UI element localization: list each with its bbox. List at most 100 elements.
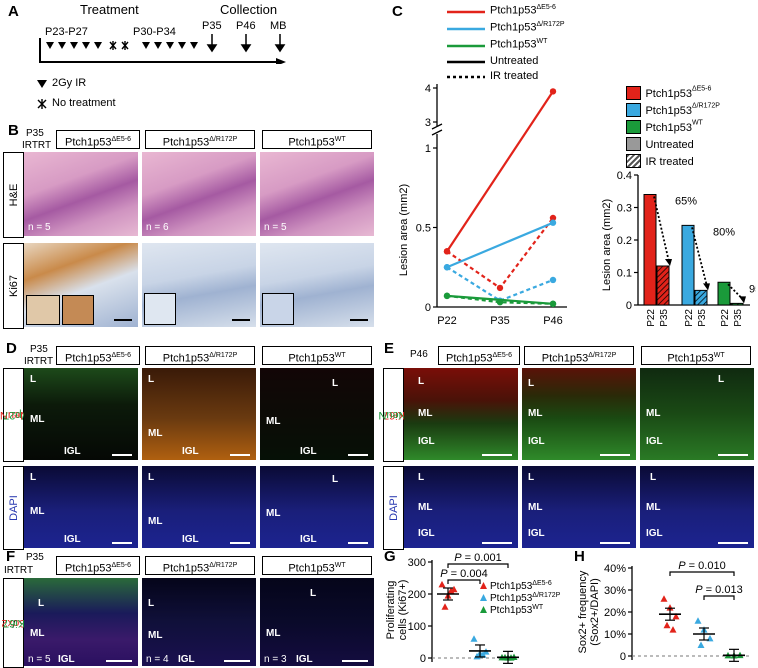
b-ki67-image-wt: [260, 243, 374, 327]
b-ki67-inset-e56: [26, 295, 60, 325]
panel-e-label: E: [384, 340, 395, 357]
f-image-wt: L ML IGL n = 3: [260, 578, 374, 666]
c-legend-ir: IR treated: [490, 70, 539, 82]
g-chart-ytick-label: 100: [408, 621, 426, 633]
h-chart-point-0: [666, 604, 674, 611]
c-bar-xlabel: P22: [684, 309, 695, 327]
h-chart-bracket-1: [703, 595, 735, 600]
b-ki67-inset-r172: [144, 293, 176, 325]
c-legend-untreated: Untreated: [490, 55, 539, 67]
p46-label: P46: [236, 20, 256, 32]
b-timepoint: P35: [26, 128, 44, 139]
c-bar-arrowhead-1: [703, 283, 710, 291]
c-bar-ytick-label: 0.4: [617, 170, 632, 182]
c-line-point: [496, 284, 504, 292]
c-bar-ytick-label: 0.3: [617, 203, 632, 215]
c-bar-xlabel: P22: [646, 309, 657, 327]
c-bar-reduction-0: 65%: [675, 196, 697, 208]
e-dapi-image-wt: L ML IGL: [640, 466, 754, 548]
c-bar-arrow-0: [653, 196, 670, 263]
d-neun-image-e56: L ML IGL: [24, 368, 138, 460]
no-treatment-marks: [109, 41, 129, 50]
b-he-image-e56: n = 5: [24, 152, 138, 236]
g-chart-point-1: [470, 635, 478, 642]
b-col-label-r172: Ptch1p53Δ/R172P: [145, 130, 255, 149]
h-chart-point-0: [660, 595, 668, 602]
d-col-label-wt: Ptch1p53WT: [262, 346, 372, 365]
h-chart-pvalue-1: P = 0.013: [695, 584, 742, 596]
g-chart-bracket-0: [447, 563, 509, 568]
g-chart-ytick-label: 200: [408, 589, 426, 601]
h-chart-ytick-label: 30%: [604, 585, 626, 597]
no-treatment-legend-icon: [37, 99, 47, 109]
h-chart-point-1: [694, 617, 702, 624]
c-bar-2-0: [717, 281, 731, 306]
b-ki67-image-e56: [24, 243, 138, 327]
g-chart-pvalue-0: P = 0.001: [454, 552, 501, 564]
b-col-label-wt: Ptch1p53WT: [262, 130, 372, 149]
e-row-label-ki67: Ki67/NeuN: [378, 368, 409, 462]
panel-b-label: B: [8, 122, 19, 139]
b-row-label-ki67: Ki67: [3, 243, 24, 329]
c-line-point: [496, 299, 504, 306]
c-line-xtick-label: P35: [490, 315, 510, 327]
g-chart-point-0: [447, 587, 455, 594]
panel-c-label: C: [392, 3, 403, 20]
g-legend-label-1: Ptch1p53Δ/R172P: [490, 592, 561, 604]
c-bar-reduction-1: 80%: [713, 226, 735, 238]
c-bar-reduction-2: 95%: [749, 283, 756, 295]
b-ki67-inset-wt: [262, 293, 294, 325]
c-line-ytick-label: 3: [425, 117, 431, 129]
g-legend-marker-0: [480, 582, 487, 589]
g-chart-ylabel-1: cells (Ki67+): [397, 580, 409, 641]
h-chart-point-0: [663, 621, 671, 629]
d-neun-image-r172: L ML IGL: [142, 368, 256, 460]
c-line-series-0: [446, 90, 554, 252]
g-chart-point-0: [438, 580, 446, 588]
collection-arrows: [206, 34, 286, 53]
p23-p27-label: P23-P27: [45, 26, 88, 38]
e-ki67-image-r172: L ML IGL: [522, 368, 636, 460]
b-ki67-image-r172: [142, 243, 256, 327]
d-col-label-e56: Ptch1p53ΔE5-6: [56, 346, 140, 365]
f-col-label-r172: Ptch1p53Δ/R172P: [145, 556, 255, 575]
b-treatment: IRTRT: [22, 140, 52, 151]
e-col-label-e56: Ptch1p53ΔE5-6: [438, 346, 520, 365]
panel-d-label: D: [6, 340, 17, 357]
c-line-ytick-label: 0: [425, 302, 431, 314]
panel-f-label: F: [6, 548, 16, 565]
ir-legend-label: 2Gy IR: [52, 77, 87, 89]
c-line-point: [549, 88, 557, 95]
c-line-axis-break-2: [431, 129, 443, 136]
e-row-label-dapi: DAPI: [383, 466, 404, 550]
c-bar-1-0: [681, 224, 695, 306]
h-chart-ytick-label: 0: [620, 651, 626, 663]
g-legend-label-2: Ptch1p53WT: [490, 604, 544, 616]
g-chart-point-0: [441, 603, 449, 610]
f-row-label: Sox2/Ki67: [1, 578, 26, 668]
d-dapi-image-e56: L ML IGL: [24, 466, 138, 548]
d-dapi-image-r172: L ML IGL: [142, 466, 256, 548]
d-timepoint: P35: [30, 344, 48, 355]
h-chart-pvalue-0: P = 0.010: [678, 560, 725, 572]
c-bar-xlabel: P22: [720, 309, 731, 327]
c-bar-2-1: [730, 302, 744, 306]
mb-label: MB: [270, 20, 287, 32]
c-line-axis-break-1: [431, 123, 443, 130]
treatment-title: Treatment: [80, 2, 139, 17]
p35-label: P35: [202, 20, 222, 32]
c-line-point: [443, 264, 451, 271]
e-timepoint: P46: [410, 349, 428, 360]
h-chart-ylabel-1: (Sox2+/DAPI): [589, 578, 601, 646]
g-chart-ytick-label: 0: [420, 653, 426, 665]
c-bar-legend-untreated: Untreated: [626, 135, 720, 152]
c-bar-ylabel: Lesion area (mm2): [601, 199, 613, 291]
f-image-e56: L ML IGL n = 5: [24, 578, 138, 666]
c-bar-legend-r172: Ptch1p53Δ/R172P: [626, 101, 720, 118]
g-legend-marker-1: [480, 594, 487, 601]
c-bar-1-1: [694, 289, 708, 306]
no-treatment-legend-label: No treatment: [52, 97, 116, 109]
c-line-series-3: [446, 266, 554, 302]
f-col-label-e56: Ptch1p53ΔE5-6: [56, 556, 140, 575]
